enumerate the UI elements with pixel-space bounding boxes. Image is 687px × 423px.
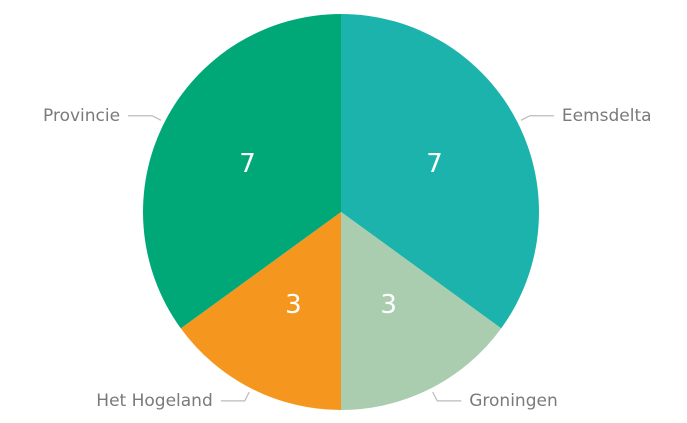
leader-line	[128, 115, 162, 121]
slice-label: Provincie	[43, 106, 120, 126]
leader-line	[520, 115, 554, 121]
slice-value-label: 7	[426, 149, 443, 179]
pie-slice	[143, 14, 341, 329]
slice-value-label: 3	[380, 290, 397, 320]
slice-label: Eemsdelta	[562, 106, 652, 126]
slice-label: Groningen	[469, 391, 558, 411]
pie-slice	[341, 14, 539, 329]
leader-line	[432, 391, 462, 402]
pie-slice	[341, 212, 502, 410]
pie-slice	[180, 212, 341, 410]
slice-value-label: 3	[285, 290, 302, 320]
slice-label: Het Hogeland	[96, 391, 212, 411]
slice-value-label: 7	[239, 149, 256, 179]
leader-line	[220, 391, 250, 402]
